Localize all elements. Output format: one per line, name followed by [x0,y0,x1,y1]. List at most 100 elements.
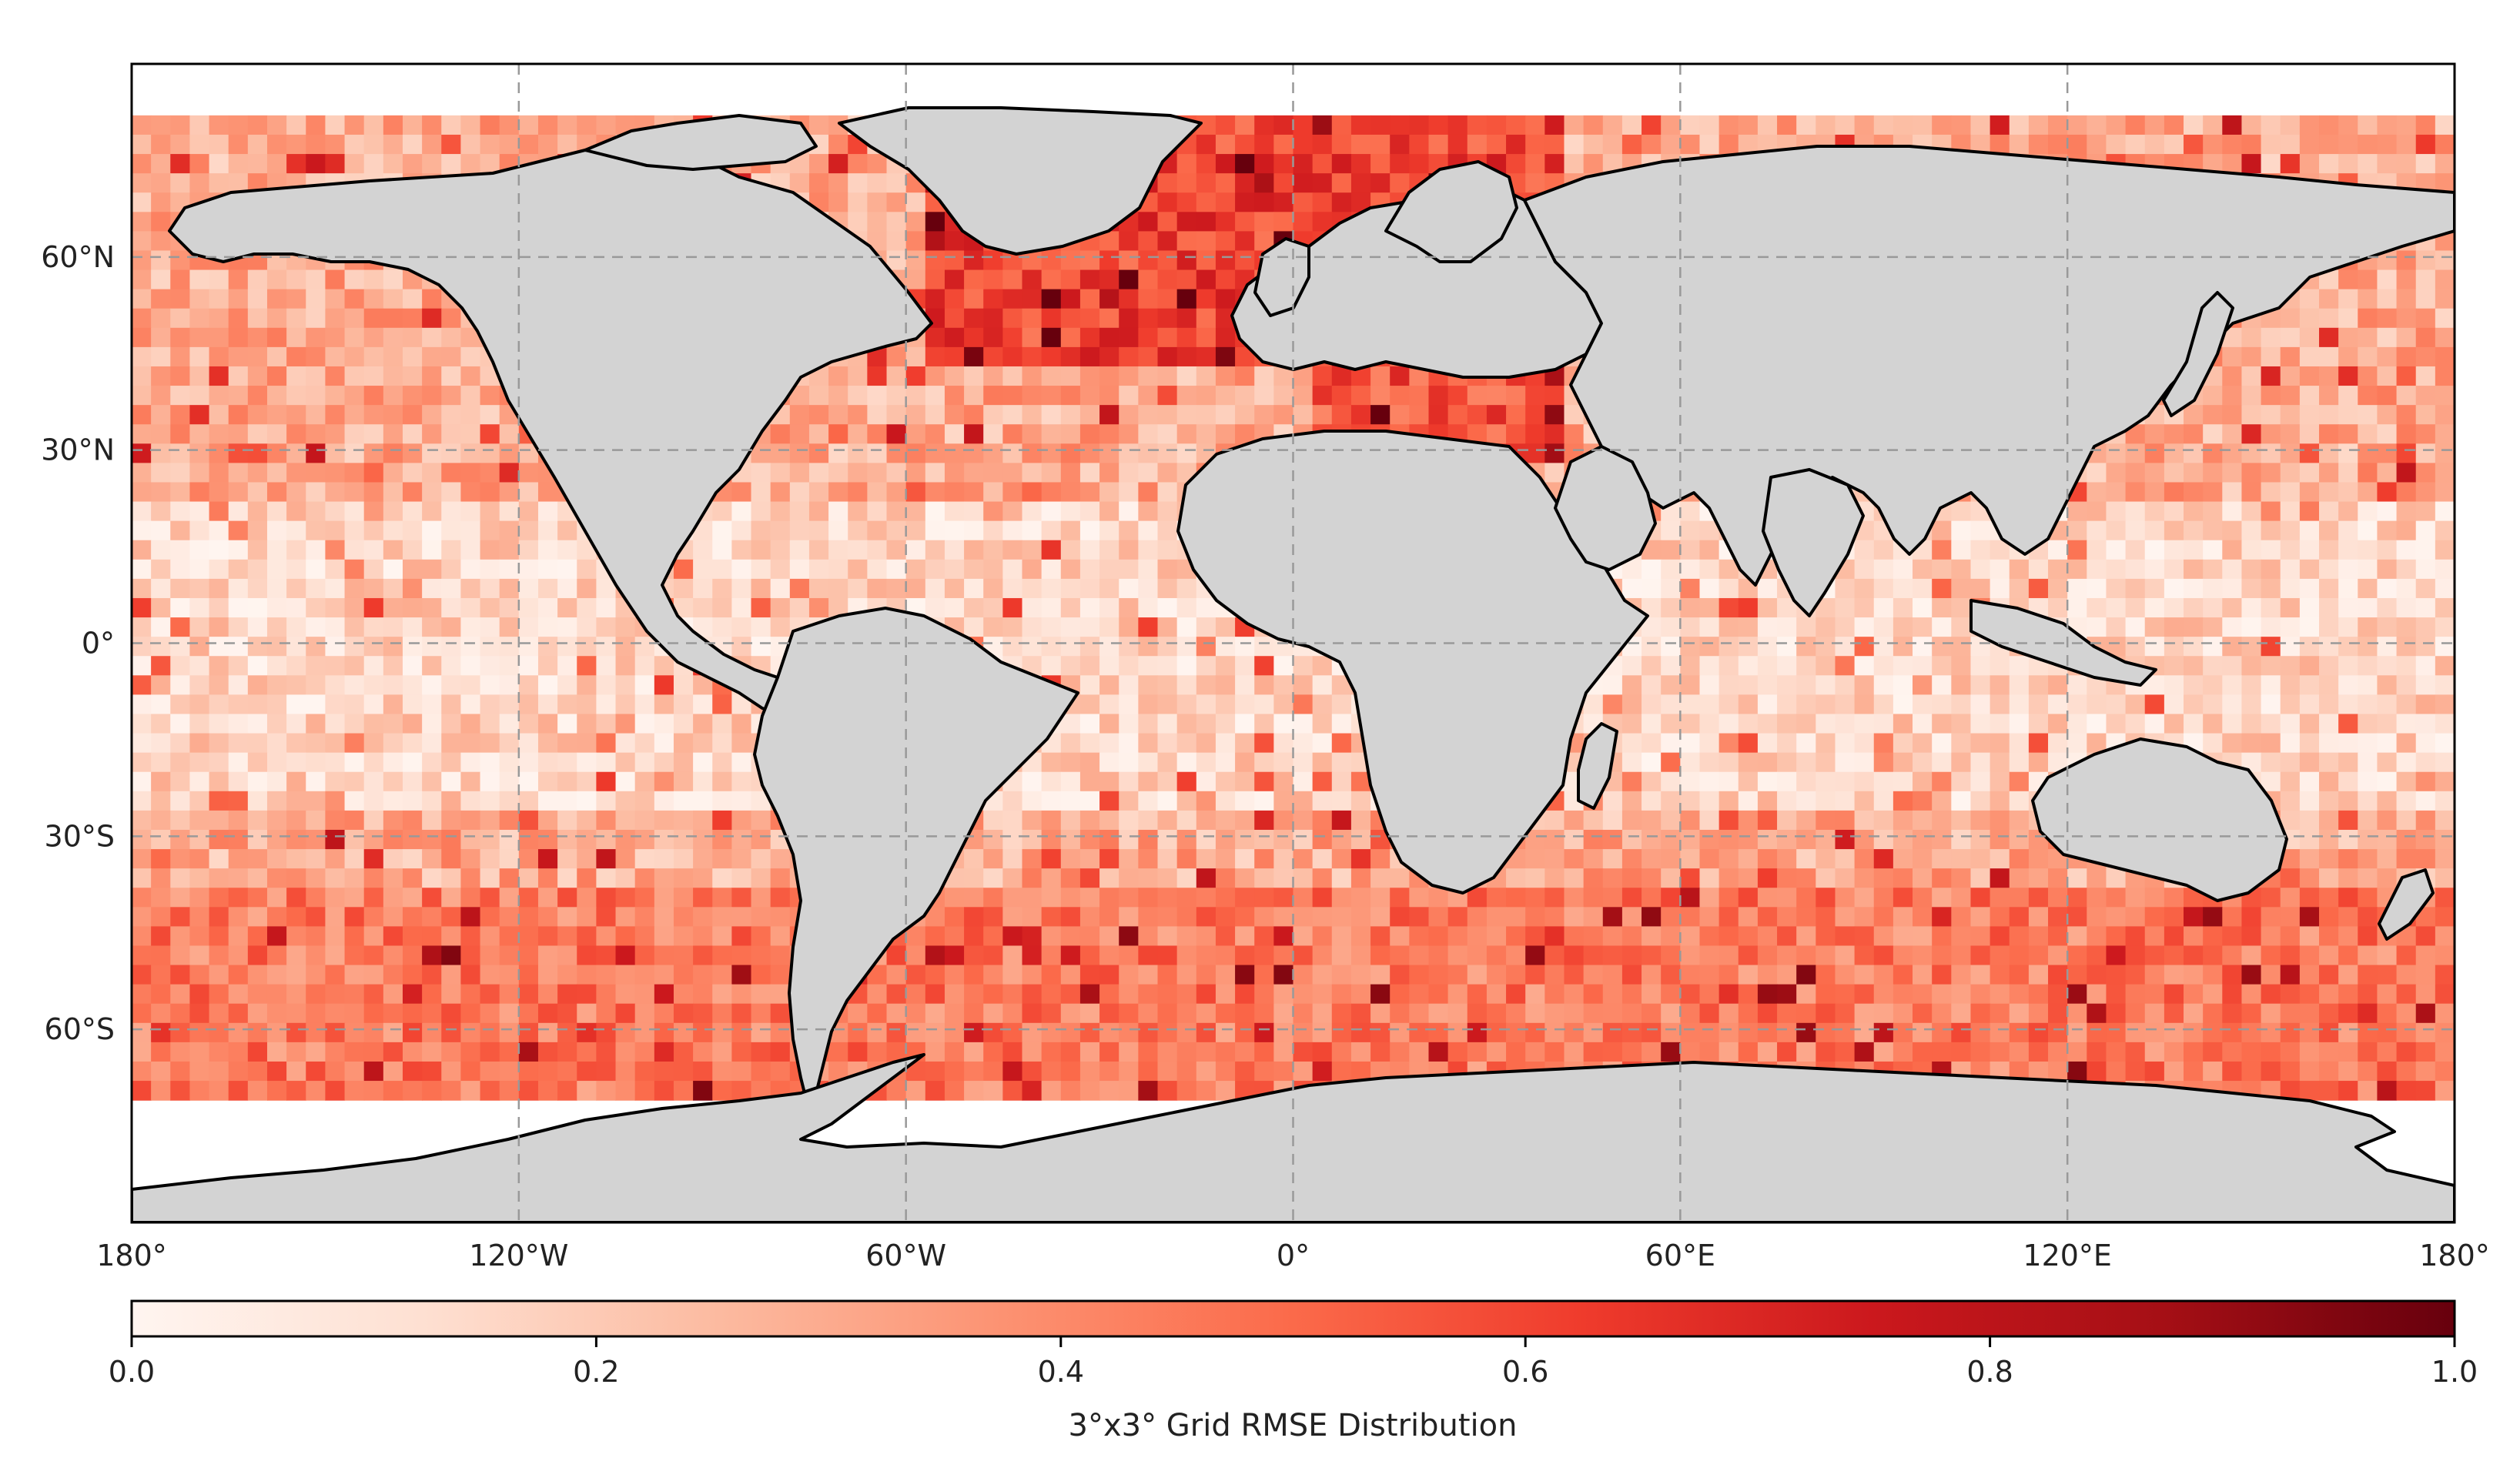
grid-cell [2358,829,2378,850]
grid-cell [2358,791,2378,811]
grid-cell [363,346,384,367]
grid-cell [1873,115,1894,135]
grid-cell [247,714,268,734]
grid-cell [1196,617,1216,637]
grid-cell [344,424,365,444]
grid-cell [925,463,945,483]
grid-cell [1564,907,1585,927]
grid-cell [2377,308,2398,329]
grid-cell [2087,134,2107,155]
grid-cell [1293,386,1314,406]
grid-cell [247,327,268,348]
grid-cell [2241,617,2262,637]
grid-cell [886,192,907,212]
grid-cell [1835,597,1856,618]
grid-cell [848,463,868,483]
grid-cell [1525,424,1545,444]
grid-cell [266,849,287,869]
grid-cell [1312,771,1333,792]
grid-cell [344,443,365,463]
grid-cell [344,520,365,541]
grid-cell [132,771,152,792]
grid-cell [189,791,210,811]
grid-cell [132,405,152,425]
grid-cell [402,463,423,483]
grid-cell [422,327,442,348]
grid-cell [2338,656,2358,676]
grid-cell [151,308,171,329]
grid-cell [2435,733,2455,754]
grid-cell [596,597,617,618]
grid-cell [170,269,191,290]
grid-cell [460,771,481,792]
grid-cell [1951,559,1972,580]
grid-cell [2319,540,2339,560]
grid-cell [363,637,384,657]
grid-cell [1932,578,1952,599]
grid-cell [1370,366,1391,386]
grid-cell [1642,559,1662,580]
grid-cell [596,771,617,792]
grid-cell [460,907,481,927]
grid-cell [286,134,306,155]
grid-cell [1970,520,1991,541]
grid-cell [2299,463,2320,483]
grid-cell [1215,269,1236,290]
grid-cell [1718,637,1739,657]
grid-cell [1854,771,1875,792]
grid-cell [2280,597,2301,618]
grid-cell [1079,540,1100,560]
grid-cell [2299,482,2320,503]
grid-cell [693,714,713,734]
grid-cell [596,849,617,869]
grid-cell [2377,637,2398,657]
grid-cell [557,520,577,541]
grid-cell [1951,656,1972,676]
grid-cell [673,694,694,715]
grid-cell [2299,405,2320,425]
grid-cell [2435,308,2455,329]
grid-cell [1176,366,1197,386]
grid-cell [1661,868,1681,888]
grid-cell [770,559,791,580]
grid-cell [266,366,287,386]
grid-cell [673,752,694,773]
grid-cell [2203,501,2223,522]
grid-cell [808,501,829,522]
grid-cell [1990,656,2010,676]
grid-cell [712,617,732,637]
grid-cell [286,501,306,522]
grid-cell [1119,791,1139,811]
grid-cell [151,173,171,193]
grid-cell [2222,482,2243,503]
grid-cell [132,540,152,560]
grid-cell [1390,868,1410,888]
grid-cell [1157,617,1178,637]
grid-cell [1176,289,1197,309]
grid-cell [2415,714,2436,734]
grid-cell [1138,231,1159,252]
grid-cell [441,617,462,637]
grid-cell [557,888,577,908]
grid-cell [2415,597,2436,618]
grid-cell [499,443,520,463]
grid-cell [1022,849,1042,869]
grid-cell [944,327,965,348]
grid-cell [422,907,442,927]
grid-cell [441,443,462,463]
grid-cell [2299,289,2320,309]
grid-cell [2261,578,2281,599]
grid-cell [886,405,907,425]
grid-cell [228,463,249,483]
grid-cell [325,888,346,908]
grid-cell [1176,771,1197,792]
grid-cell [1254,212,1274,232]
grid-cell [209,482,229,503]
grid-cell [1893,771,1913,792]
grid-cell [1273,192,1294,212]
grid-cell [1060,752,1081,773]
grid-cell [1467,888,1488,908]
grid-cell [189,771,210,792]
grid-cell [1312,656,1333,676]
grid-cell [537,829,558,850]
